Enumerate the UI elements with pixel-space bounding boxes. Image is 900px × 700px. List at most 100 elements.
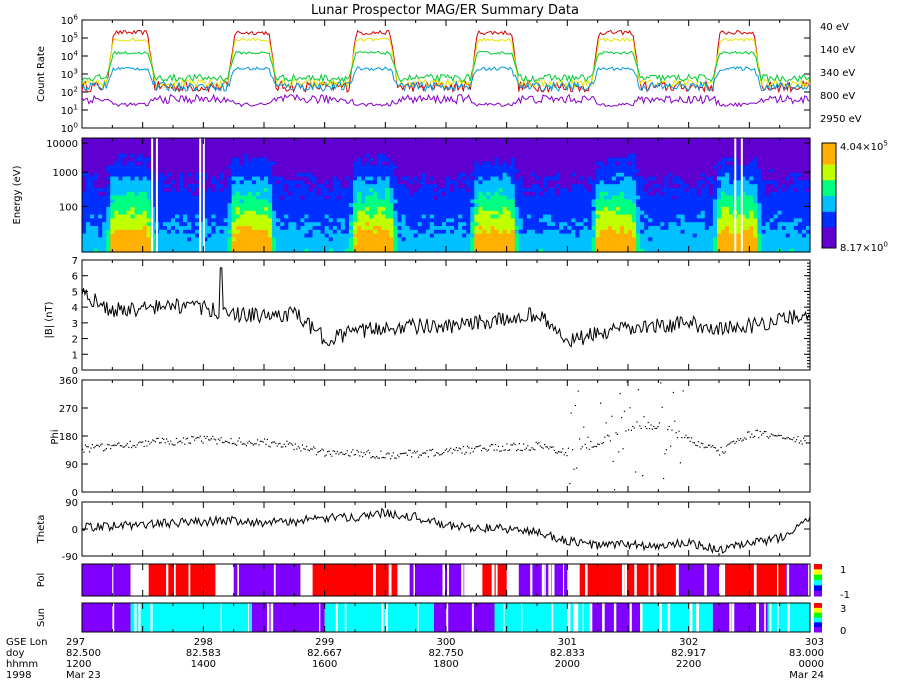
heatmap-cell	[442, 202, 447, 207]
heatmap-cell	[462, 164, 467, 169]
heatmap-cell	[437, 138, 443, 143]
heatmap-cell	[118, 221, 123, 226]
heatmap-cell	[708, 183, 714, 188]
heatmap-cell	[304, 236, 309, 242]
heatmap-cell	[417, 236, 423, 242]
heatmap-cell	[344, 240, 350, 245]
heatmap-cell	[603, 179, 609, 185]
heatmap-cell	[442, 206, 447, 211]
heatmap-cell	[357, 168, 362, 173]
heatmap-cell	[442, 214, 447, 219]
heatmap-cell	[575, 210, 580, 215]
heatmap-cell	[413, 233, 419, 238]
heatmap-cell	[304, 198, 309, 204]
heatmap-cell	[543, 217, 548, 223]
heatmap-cell	[680, 160, 686, 166]
heatmap-cell	[312, 179, 318, 185]
heatmap-cell	[264, 214, 269, 219]
heatmap-cell	[668, 149, 673, 154]
heatmap-cell	[450, 168, 455, 173]
heatmap-cell	[442, 164, 447, 169]
heatmap-cell	[729, 183, 734, 188]
heatmap-cell	[82, 195, 87, 200]
heatmap-cell	[203, 187, 208, 192]
heatmap-cell	[191, 198, 196, 204]
heatmap-cell	[268, 244, 273, 249]
heatmap-cell	[559, 179, 564, 185]
heatmap-cell	[547, 168, 552, 173]
heatmap-cell	[696, 153, 702, 158]
heatmap-cell	[490, 236, 496, 242]
heatmap-cell	[320, 160, 326, 166]
heatmap-cell	[539, 202, 544, 207]
heatmap-cell	[328, 202, 334, 207]
heatmap-cell	[280, 168, 285, 173]
heatmap-cell	[656, 214, 661, 219]
heatmap-cell	[304, 138, 309, 143]
heatmap-cell	[539, 206, 544, 211]
heatmap-cell	[251, 236, 257, 242]
heatmap-cell	[543, 187, 548, 192]
heatmap-cell	[644, 240, 649, 245]
heatmap-cell	[494, 206, 500, 211]
heatmap-cell	[599, 145, 605, 150]
heatmap-cell	[284, 217, 289, 223]
heatmap-cell	[90, 210, 95, 215]
heatmap-cell	[166, 183, 172, 188]
heatmap-cell	[401, 225, 407, 230]
heatmap-cell	[446, 149, 451, 154]
heatmap-cell	[227, 153, 233, 158]
heatmap-cell	[579, 240, 585, 245]
heatmap-cell	[142, 157, 148, 162]
heatmap-cell	[729, 187, 734, 192]
heatmap-cell	[595, 183, 601, 188]
heatmap-cell	[288, 149, 293, 154]
heatmap-cell	[571, 244, 576, 249]
heatmap-cell	[672, 191, 678, 196]
heatmap-cell	[660, 195, 665, 200]
heatmap-cell	[199, 164, 204, 169]
heatmap-cell	[442, 198, 447, 204]
heatmap-cell	[227, 164, 233, 169]
heatmap-cell	[268, 210, 273, 215]
heatmap-cell	[417, 195, 423, 200]
heatmap-cell	[721, 164, 726, 169]
heatmap-cell	[183, 153, 188, 158]
heatmap-cell	[243, 248, 249, 253]
heatmap-cell	[712, 164, 718, 169]
heatmap-cell	[607, 153, 613, 158]
heatmap-cell	[138, 160, 144, 166]
heatmap-cell	[429, 168, 435, 173]
heatmap-cell	[324, 248, 330, 253]
heatmap-cell	[126, 217, 132, 223]
heatmap-cell	[272, 179, 277, 185]
heatmap-cell	[264, 225, 269, 230]
heatmap-cell	[522, 210, 528, 215]
heatmap-cell	[353, 145, 358, 150]
heatmap-cell	[644, 149, 649, 154]
heatmap-cell	[90, 248, 95, 253]
heatmap-cell	[725, 141, 730, 147]
heatmap-cell	[696, 236, 702, 242]
heatmap-cell	[583, 172, 589, 177]
heatmap-cell	[142, 160, 148, 166]
heatmap-cell	[231, 176, 237, 181]
heatmap-cell	[474, 240, 479, 245]
heatmap-cell	[215, 202, 221, 207]
heatmap-cell	[146, 145, 152, 150]
heatmap-cell	[656, 157, 661, 162]
heatmap-cell	[494, 229, 500, 234]
heatmap-cell	[211, 138, 216, 143]
heatmap-cell	[454, 149, 459, 154]
heatmap-cell	[595, 145, 601, 150]
heatmap-cell	[377, 240, 382, 245]
heatmap-cell	[199, 138, 204, 143]
heatmap-cell	[668, 202, 673, 207]
heatmap-cell	[361, 195, 366, 200]
heatmap-cell	[308, 206, 314, 211]
heatmap-cell	[619, 141, 625, 147]
heatmap-cell	[478, 195, 483, 200]
heatmap-cell	[393, 176, 398, 181]
heatmap-cell	[741, 229, 746, 234]
heatmap-cell	[373, 149, 378, 154]
